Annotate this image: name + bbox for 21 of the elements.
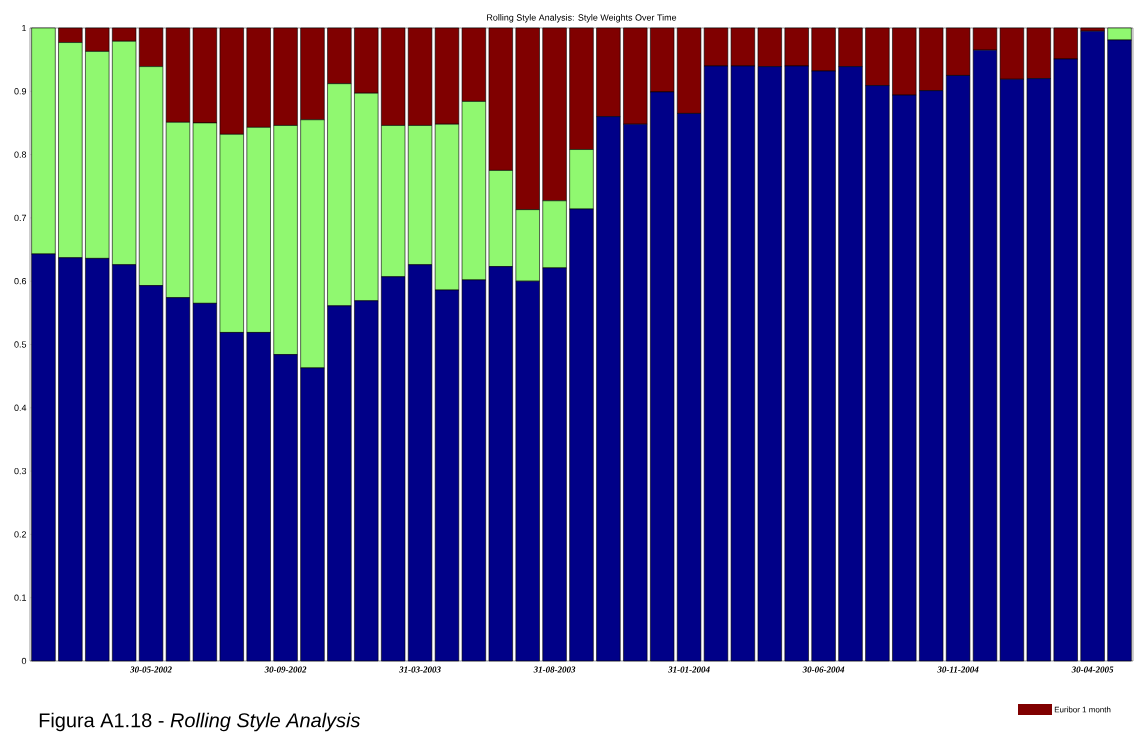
y-tick-label: 0.2 bbox=[14, 531, 27, 538]
x-tick-label: 31-03-2003 bbox=[399, 666, 441, 673]
y-tick-label: 0.9 bbox=[14, 88, 27, 95]
y-tick-label: 0.7 bbox=[14, 214, 27, 222]
y-tick-label: 0.3 bbox=[14, 467, 27, 475]
x-tick-label: 31-01-2004 bbox=[668, 666, 710, 673]
y-tick-label: 1 bbox=[22, 24, 27, 32]
x-tick-label: 30-06-2004 bbox=[802, 666, 845, 673]
y-tick-label: 0.6 bbox=[14, 278, 27, 285]
y-tick-label: 0.1 bbox=[14, 594, 27, 601]
y-tick-label: 0.8 bbox=[14, 151, 27, 158]
y-tick-label: 0.4 bbox=[14, 404, 27, 411]
chart-title: Rolling Style Analysis: Style Weights Over Time bbox=[487, 14, 677, 23]
text: Figura A1.18 - Rolling Style Analysis bbox=[39, 712, 361, 732]
x-tick-label: 31-08-2003 bbox=[533, 666, 576, 673]
x-tick-label: 30-05-2002 bbox=[130, 666, 172, 673]
y-tick-label: 0 bbox=[21, 657, 27, 665]
x-tick-label: 30-09-2002 bbox=[264, 666, 307, 673]
x-tick-label: 30-11-2004 bbox=[937, 666, 979, 673]
y-tick-label: 0.5 bbox=[14, 341, 27, 348]
x-tick-label: 30-04-2005 bbox=[1071, 666, 1114, 673]
